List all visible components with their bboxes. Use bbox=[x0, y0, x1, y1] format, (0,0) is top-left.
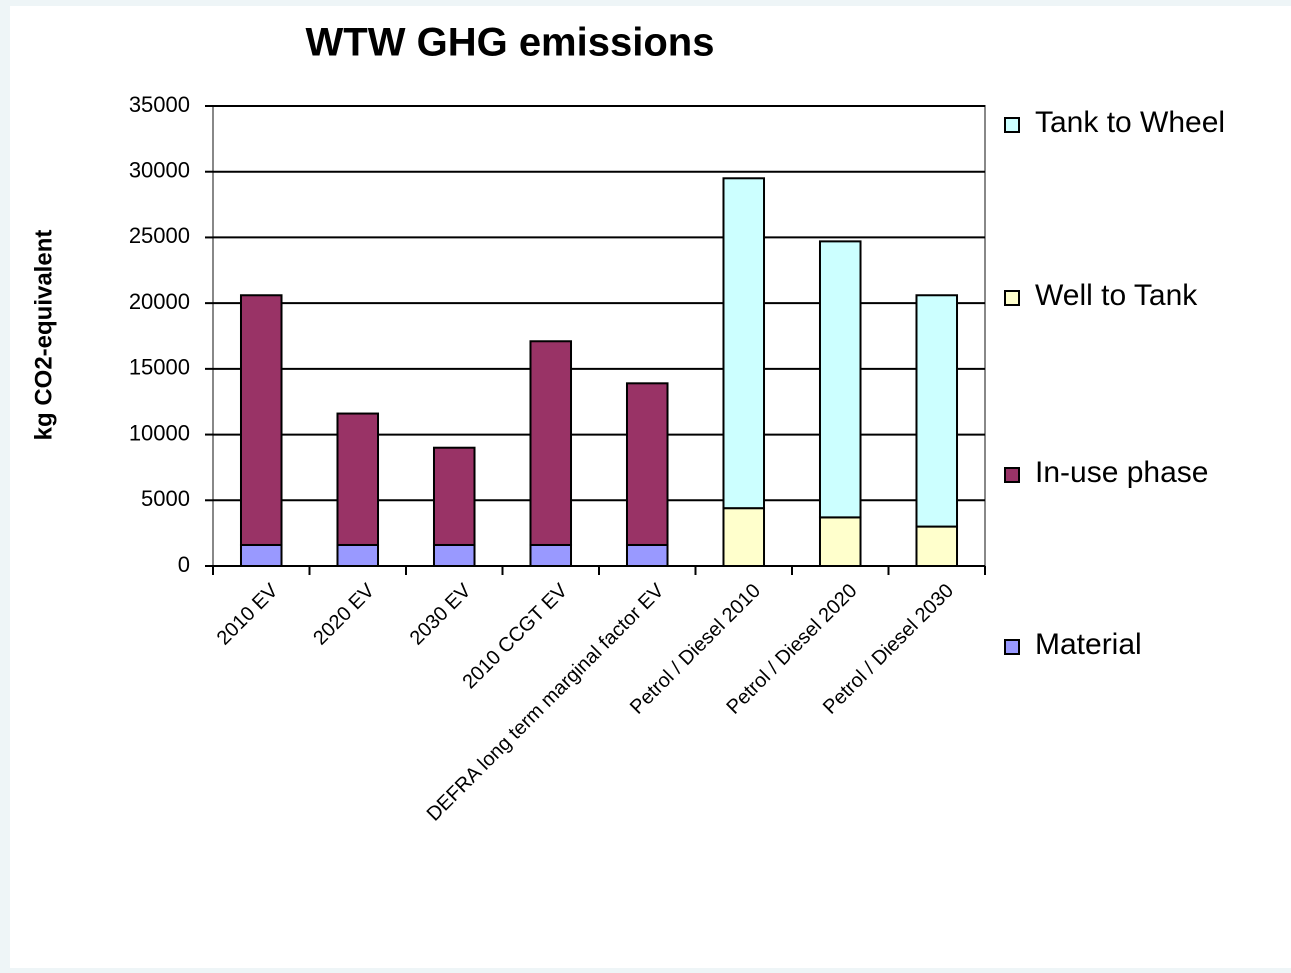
legend-swatch bbox=[1004, 117, 1020, 133]
bar-segment bbox=[239, 543, 283, 568]
y-tick-label: 10000 bbox=[129, 420, 190, 445]
bar-segment bbox=[625, 382, 669, 546]
y-tick-label: 25000 bbox=[129, 223, 190, 248]
bar-segment bbox=[915, 525, 959, 567]
bar-segment bbox=[722, 177, 766, 510]
y-tick-label: 15000 bbox=[129, 355, 190, 380]
bar-segment bbox=[336, 543, 380, 568]
y-axis-label: kg CO2-equivalent bbox=[30, 230, 57, 441]
legend-swatch bbox=[1004, 467, 1020, 483]
bar-segment bbox=[818, 240, 862, 519]
bar-segment bbox=[336, 412, 380, 546]
bar-segment bbox=[529, 340, 573, 546]
legend-swatch bbox=[1004, 290, 1020, 306]
y-tick-label: 20000 bbox=[129, 289, 190, 314]
y-tick-label: 0 bbox=[178, 552, 190, 577]
legend-label: In-use phase bbox=[1035, 456, 1208, 489]
bar-segment bbox=[818, 516, 862, 567]
bar-segment bbox=[722, 507, 766, 567]
legend-label: Material bbox=[1035, 628, 1142, 661]
legend-swatch bbox=[1004, 639, 1020, 655]
bar-segment bbox=[239, 294, 283, 546]
y-tick-label: 30000 bbox=[129, 158, 190, 183]
bar-segment bbox=[915, 294, 959, 528]
legend-label: Well to Tank bbox=[1035, 279, 1198, 312]
bar-segment bbox=[529, 543, 573, 568]
y-tick-label: 35000 bbox=[129, 92, 190, 117]
bar-segment bbox=[432, 446, 476, 546]
bar-segment bbox=[625, 543, 669, 568]
bar-segment bbox=[432, 543, 476, 568]
chart-title: WTW GHG emissions bbox=[306, 21, 715, 65]
y-tick-label: 5000 bbox=[141, 486, 190, 511]
legend-label: Tank to Wheel bbox=[1035, 106, 1225, 139]
